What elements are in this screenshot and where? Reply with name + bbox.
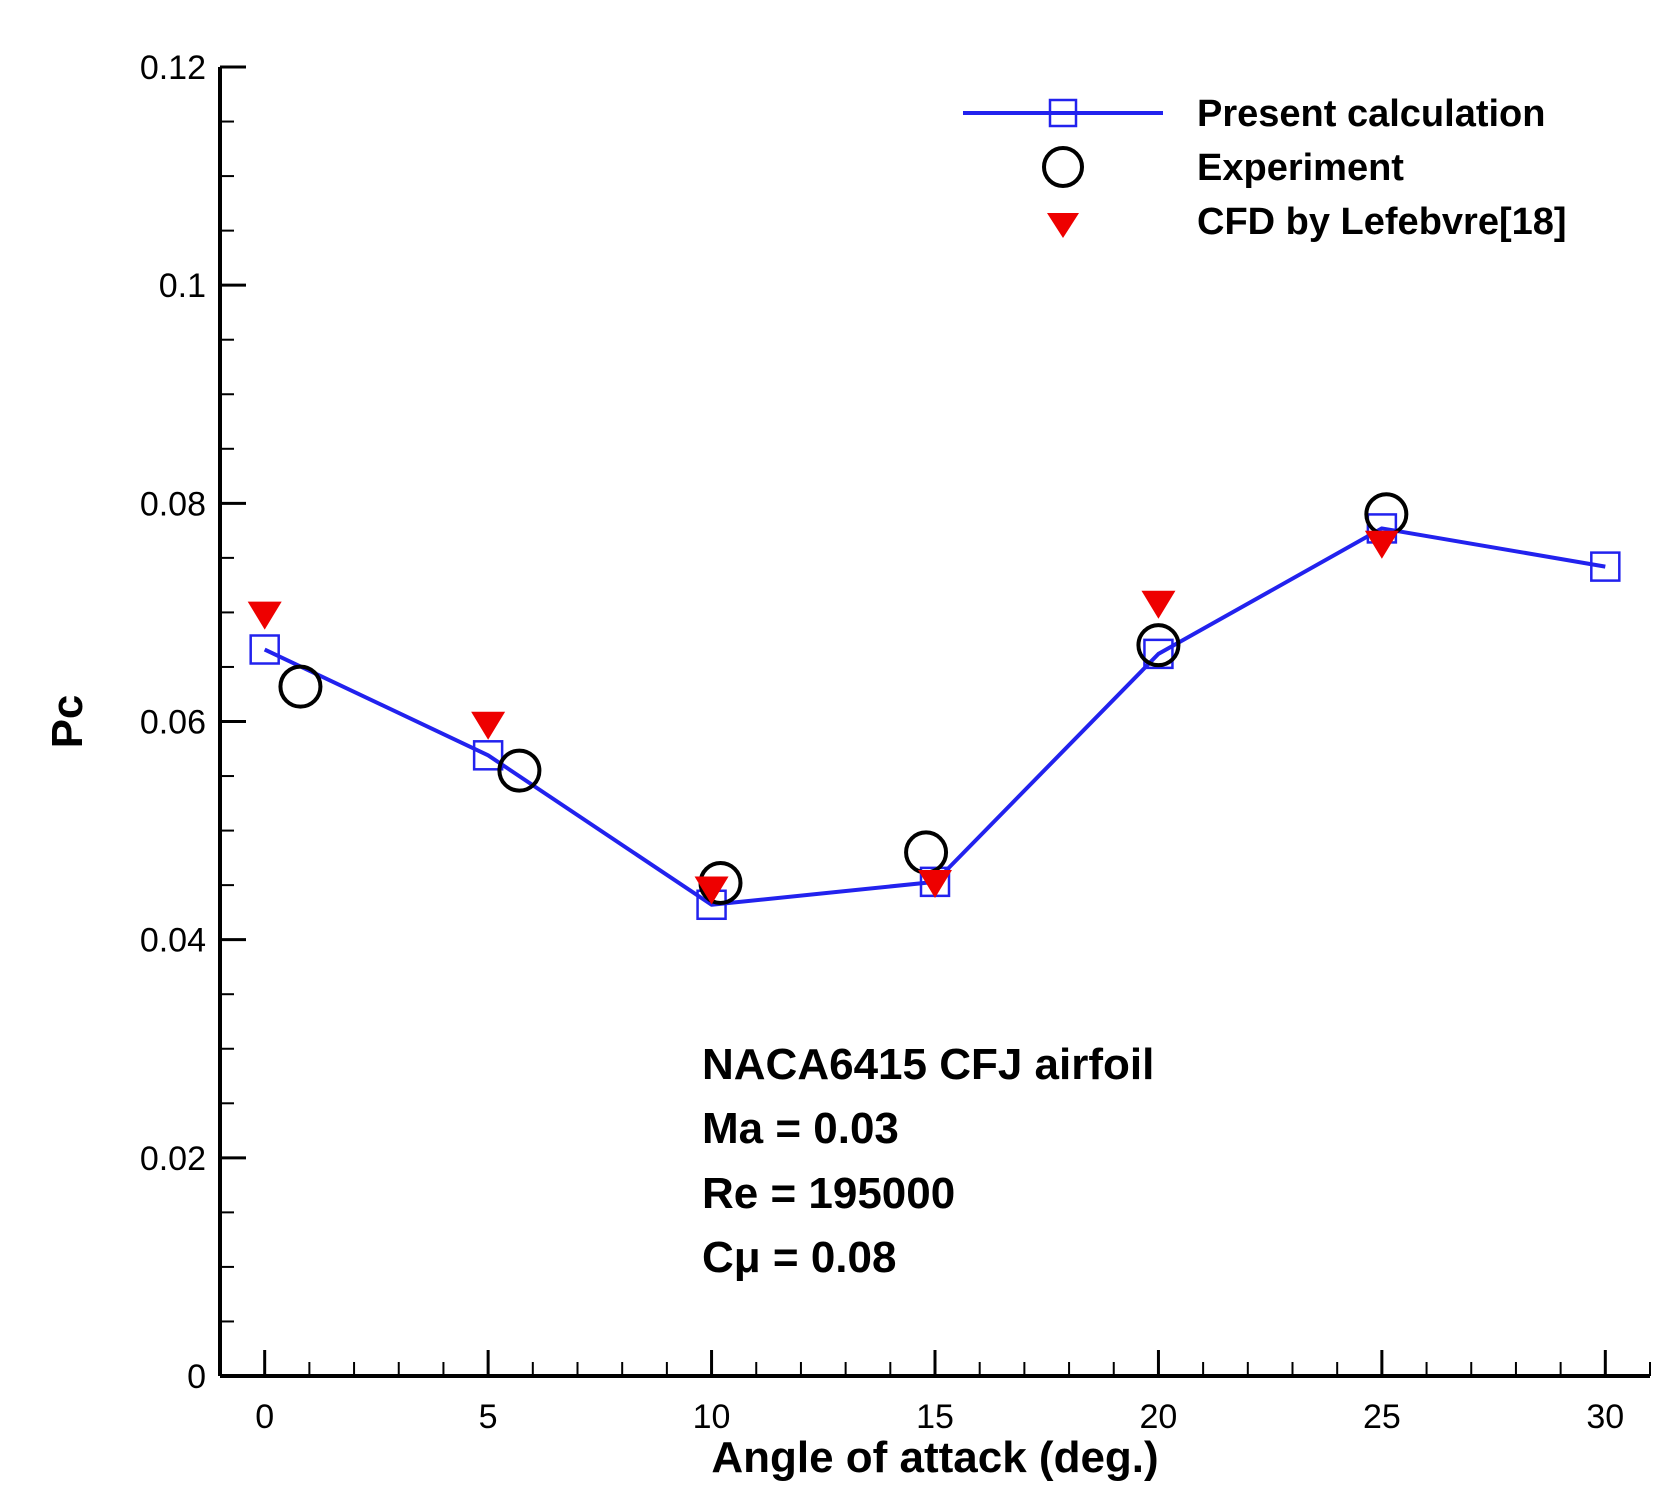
point-present-calculation-6 bbox=[1590, 551, 1621, 582]
point-experiment-1 bbox=[497, 748, 542, 793]
x-tick-label-6: 30 bbox=[1586, 1398, 1624, 1436]
axes: 0 0.02 0.04 0.06 0.08 0.1 0.12 0 5 10 15 20 25 30 Angl… bbox=[43, 49, 1651, 1482]
x-tick-label-4: 20 bbox=[1140, 1398, 1178, 1436]
y-axis-title: Pc bbox=[43, 695, 92, 749]
point-cfd-by-lefebvre-18-0 bbox=[247, 601, 282, 630]
point-present-calculation-0 bbox=[249, 634, 280, 665]
point-present-calculation-4 bbox=[1143, 638, 1174, 670]
y-tick-label-6: 0.12 bbox=[140, 49, 206, 87]
point-cfd-by-lefebvre-18-4 bbox=[1141, 590, 1176, 619]
y-tick-label-3: 0.06 bbox=[140, 704, 206, 742]
y-tick-label-5: 0.1 bbox=[159, 267, 206, 305]
x-tick-label-2: 10 bbox=[693, 1398, 731, 1436]
point-experiment-4 bbox=[1136, 623, 1181, 668]
annotation-airfoil: NACA6415 CFJ airfoil bbox=[702, 1040, 1154, 1089]
annotation-mach: Ma = 0.03 bbox=[702, 1104, 899, 1153]
point-cfd-by-lefebvre-18-1 bbox=[471, 711, 506, 740]
legend-label-present-calculation: Present calculation bbox=[1197, 93, 1545, 135]
legend: Present calculation Experiment CFD by Le… bbox=[963, 93, 1567, 243]
x-tick-label-1: 5 bbox=[479, 1398, 498, 1436]
y-tick-label-1: 0.02 bbox=[140, 1140, 206, 1178]
plot-area bbox=[247, 492, 1621, 921]
point-cfd-by-lefebvre-18-2 bbox=[694, 876, 729, 905]
y-tick-label-4: 0.08 bbox=[140, 485, 206, 523]
series-line-present-calculation bbox=[263, 526, 1606, 907]
legend-label-cfd-lefebvre: CFD by Lefebvre[18] bbox=[1197, 201, 1567, 243]
x-tick-label-3: 15 bbox=[916, 1398, 954, 1436]
legend-marker-present-calculation bbox=[1048, 98, 1078, 128]
point-experiment-3 bbox=[904, 830, 949, 875]
legend-marker-cfd-lefebvre bbox=[1047, 213, 1079, 238]
point-cfd-by-lefebvre-18-3 bbox=[918, 869, 952, 898]
legend-marker-experiment bbox=[1042, 146, 1084, 188]
annotation-cmu: Cμ = 0.08 bbox=[702, 1233, 896, 1282]
x-tick-label-5: 25 bbox=[1363, 1398, 1401, 1436]
annotation-reynolds: Re = 195000 bbox=[702, 1169, 955, 1218]
point-present-calculation-1 bbox=[472, 740, 504, 771]
point-experiment-0 bbox=[278, 664, 323, 709]
legend-label-experiment: Experiment bbox=[1197, 147, 1404, 189]
y-tick-label-0: 0 bbox=[187, 1358, 206, 1396]
y-tick-label-2: 0.04 bbox=[140, 922, 206, 960]
x-axis-title: Angle of attack (deg.) bbox=[711, 1433, 1158, 1482]
point-cfd-by-lefebvre-18-5 bbox=[1364, 530, 1399, 559]
annotation-block: NACA6415 CFJ airfoil Ma = 0.03 Re = 1950… bbox=[702, 1040, 1154, 1282]
x-tick-label-0: 0 bbox=[255, 1398, 274, 1436]
